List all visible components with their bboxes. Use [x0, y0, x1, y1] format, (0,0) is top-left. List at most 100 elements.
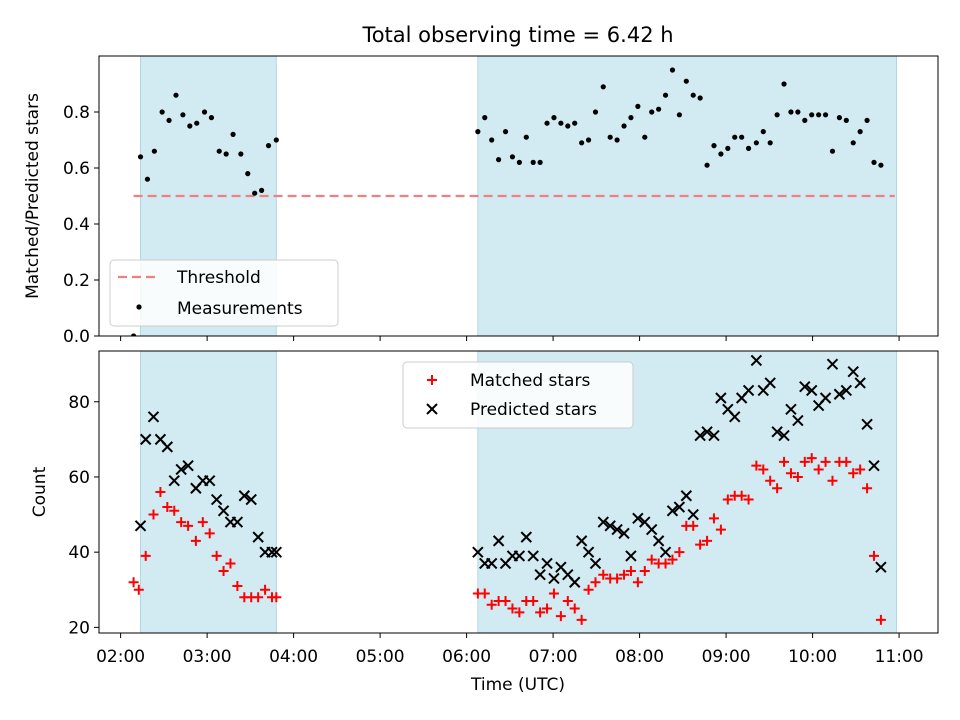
- legend-box: [402, 361, 634, 429]
- data-point: [486, 599, 497, 610]
- y-axis-label: Count: [30, 466, 50, 517]
- data-point: [743, 494, 754, 505]
- data-point: [840, 384, 853, 397]
- x-axis-label: Time (UTC): [470, 675, 565, 695]
- data-point: [695, 539, 706, 550]
- data-point: [551, 115, 557, 121]
- data-point: [260, 584, 271, 595]
- x-tick-label: 11:00: [875, 647, 924, 667]
- data-point: [802, 117, 808, 123]
- data-point: [162, 502, 173, 513]
- data-point: [190, 535, 201, 546]
- data-point: [618, 527, 630, 540]
- y-tick-label: 0.2: [63, 271, 90, 291]
- data-point: [868, 550, 879, 561]
- data-point: [711, 143, 717, 149]
- data-point: [854, 377, 866, 389]
- data-point: [892, 0, 897, 3]
- data-point: [662, 92, 669, 98]
- axes-frame: [98, 55, 939, 337]
- data-point: [576, 614, 587, 625]
- data-point: [604, 520, 616, 532]
- data-point: [514, 607, 525, 618]
- data-point: [238, 490, 251, 502]
- data-point: [548, 572, 560, 585]
- data-point: [218, 565, 229, 576]
- data-point: [875, 561, 887, 573]
- data-point: [590, 577, 601, 588]
- data-point: [607, 134, 613, 140]
- data-point: [475, 129, 481, 135]
- data-point: [857, 129, 863, 135]
- data-point: [645, 523, 658, 536]
- data-point: [813, 464, 824, 475]
- data-point: [151, 148, 157, 154]
- data-point: [822, 112, 829, 118]
- data-point: [130, 333, 137, 336]
- data-point: [875, 614, 886, 625]
- data-point: [785, 403, 797, 415]
- data-point: [572, 120, 578, 126]
- data-point: [270, 546, 283, 558]
- data-point: [472, 546, 484, 558]
- data-point: [176, 517, 187, 528]
- data-point: [781, 81, 787, 87]
- legend-matched-label: Matched stars: [470, 371, 590, 391]
- data-point: [690, 92, 696, 98]
- y-tick-label: 0.4: [63, 215, 90, 235]
- data-point: [621, 123, 627, 129]
- data-point: [718, 151, 724, 157]
- data-point: [792, 471, 803, 482]
- data-point: [558, 120, 564, 126]
- data-point: [548, 588, 559, 599]
- data-point: [485, 557, 498, 570]
- data-point: [635, 103, 641, 109]
- data-point: [575, 535, 588, 547]
- data-point: [820, 456, 831, 467]
- data-point: [816, 112, 822, 118]
- data-point: [597, 516, 609, 528]
- data-point: [751, 460, 762, 471]
- x-tick-label: 08:00: [615, 647, 664, 667]
- data-point: [687, 508, 699, 521]
- data-point: [569, 576, 581, 588]
- data-point: [223, 151, 229, 157]
- data-point: [772, 483, 783, 494]
- legend-box: [109, 259, 339, 327]
- x-tick-label: 05:00: [356, 647, 405, 667]
- data-point: [819, 392, 832, 404]
- data-point: [537, 159, 543, 165]
- data-point: [583, 584, 594, 595]
- data-point: [592, 109, 599, 115]
- data-point: [565, 123, 571, 129]
- data-point: [252, 531, 264, 543]
- data-point: [868, 459, 880, 472]
- data-point: [625, 550, 637, 562]
- data-point: [619, 569, 630, 580]
- data-point: [133, 584, 144, 595]
- data-point: [513, 550, 526, 562]
- data-point: [788, 109, 794, 115]
- data-point: [704, 162, 710, 168]
- data-point: [697, 95, 703, 101]
- data-point: [230, 131, 236, 137]
- data-point: [669, 67, 676, 73]
- data-point: [204, 528, 215, 539]
- legend-predicted-label: Predicted stars: [470, 400, 597, 420]
- data-point: [562, 596, 573, 607]
- x-tick-label: 03:00: [183, 647, 232, 667]
- bottom-panel: 20 40 60 80 02:00 03:00 04:00 05:00 06:00 07:00 08…: [30, 350, 939, 667]
- data-point: [612, 573, 623, 584]
- data-point: [183, 520, 194, 531]
- y-tick-label: 0.0: [63, 327, 90, 347]
- data-point: [829, 148, 836, 154]
- data-point: [555, 611, 566, 622]
- data-point: [134, 520, 147, 532]
- data-point: [232, 581, 243, 591]
- data-point: [166, 117, 172, 123]
- data-point: [656, 106, 662, 112]
- data-point: [148, 509, 159, 520]
- data-point: [273, 137, 279, 143]
- data-point: [745, 145, 752, 151]
